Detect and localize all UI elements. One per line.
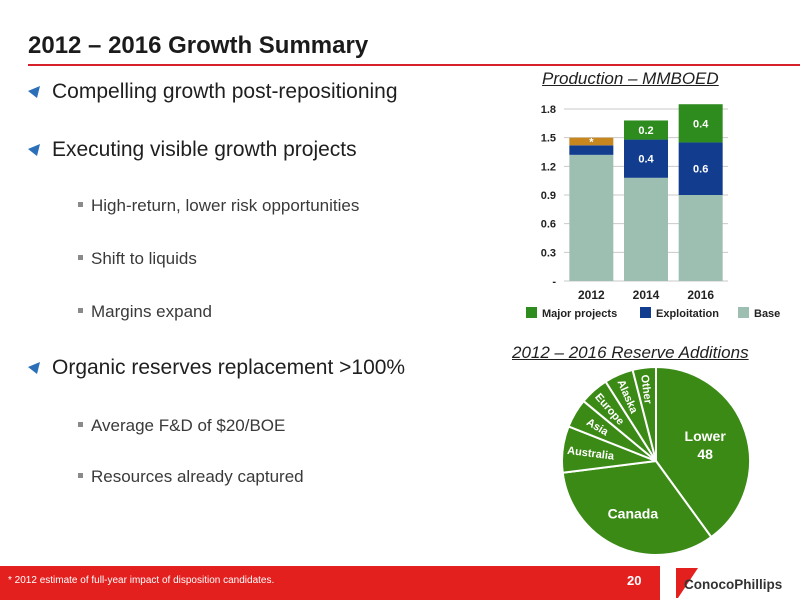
bar-segment (569, 137, 614, 146)
bar-segment (569, 145, 614, 155)
bullet-item: Compelling growth post-repositioning (28, 80, 398, 104)
pie-slice-label: Other (638, 374, 654, 405)
bar-segment (678, 142, 723, 195)
reserves-pie-chart: Lower 48CanadaAustraliaAsiaEuropeAlaskaOt… (561, 365, 751, 556)
sub-bullet-item: Shift to liquids (78, 249, 197, 269)
bar-segment (678, 104, 723, 143)
x-tick-label: 2012 (578, 288, 605, 302)
slide-title: 2012 – 2016 Growth Summary (28, 32, 369, 59)
bar-chart-title: Production – MMBOED (542, 69, 719, 88)
square-bullet-icon (78, 422, 83, 428)
footer-bar (0, 566, 660, 600)
bar-segment (624, 139, 668, 178)
bullet-text: Organic reserves replacement >100% (52, 356, 406, 379)
pie-slice (561, 459, 713, 556)
page-number: 20 (627, 573, 642, 588)
square-bullet-icon (78, 202, 83, 208)
x-tick-label: 2016 (687, 288, 714, 302)
pie-slice-label: Australia (566, 445, 615, 463)
bullet-arrow-icon (28, 80, 42, 104)
bar-segment (624, 177, 668, 281)
bar-data-label: 0.4 (638, 154, 654, 166)
bullet-text: High-return, lower risk opportunities (91, 196, 360, 215)
bullet-item: Organic reserves replacement >100% (28, 356, 405, 380)
bar-segment (678, 195, 723, 281)
bar-data-label: 0.4 (693, 118, 709, 130)
bullet-text: Average F&D of $20/BOE (91, 416, 286, 435)
sub-bullet-item: Margins expand (78, 302, 212, 322)
sub-bullet-item: High-return, lower risk opportunities (78, 196, 359, 216)
bar-data-label: 0.2 (638, 125, 653, 137)
bullet-arrow-icon (28, 138, 42, 162)
pie-slice (631, 365, 657, 462)
chart-legend: Major projects Exploitation Base (526, 307, 780, 320)
y-tick-label: 1.5 (541, 133, 556, 145)
bar-segment (624, 120, 668, 140)
bullet-text: Executing visible growth projects (52, 138, 357, 161)
square-bullet-icon (78, 255, 83, 261)
pie-chart-title: 2012 – 2016 Reserve Additions (512, 343, 749, 362)
legend-swatch (640, 307, 651, 318)
legend-swatch (526, 307, 537, 318)
legend-label: Base (754, 308, 780, 320)
bullet-item: Executing visible growth projects (28, 138, 357, 162)
pie-slice (655, 365, 751, 539)
square-bullet-icon (78, 473, 83, 479)
legend-swatch (738, 307, 749, 318)
y-tick-label: - (552, 276, 556, 288)
bullet-text: Margins expand (91, 302, 212, 321)
bullet-text: Shift to liquids (91, 249, 197, 268)
title-divider (28, 64, 800, 66)
sub-bullet-item: Average F&D of $20/BOE (78, 416, 285, 436)
x-tick-label: 2014 (633, 288, 660, 302)
bullet-text: Compelling growth post-repositioning (52, 80, 398, 103)
bar-data-label: * (589, 136, 594, 148)
conocophillips-logo: ConocoPhillips (676, 568, 782, 598)
y-tick-label: 0.6 (541, 219, 556, 231)
production-bar-chart: - 0.3 0.6 0.9 1.2 1.5 1.8 * 2012 0.4 0.2 2014 0.6 0.4… (526, 104, 780, 320)
bar-data-label: 0.6 (693, 164, 708, 176)
y-tick-label: 1.2 (541, 161, 556, 173)
pie-slice-label: Canada (608, 505, 659, 521)
y-tick-label: 0.3 (541, 247, 556, 259)
legend-label: Exploitation (656, 308, 719, 320)
legend-label: Major projects (542, 308, 617, 320)
bullet-text: Resources already captured (91, 467, 304, 486)
pie-slice-label: Lower 48 (685, 428, 727, 462)
y-tick-label: 1.8 (541, 104, 556, 116)
bar-segment (569, 154, 614, 281)
footnote: * 2012 estimate of full-year impact of d… (8, 575, 275, 586)
sub-bullet-item: Resources already captured (78, 467, 304, 487)
square-bullet-icon (78, 308, 83, 314)
y-tick-label: 0.9 (541, 190, 556, 202)
logo-text: ConocoPhillips (684, 577, 782, 592)
bullet-arrow-icon (28, 356, 42, 380)
